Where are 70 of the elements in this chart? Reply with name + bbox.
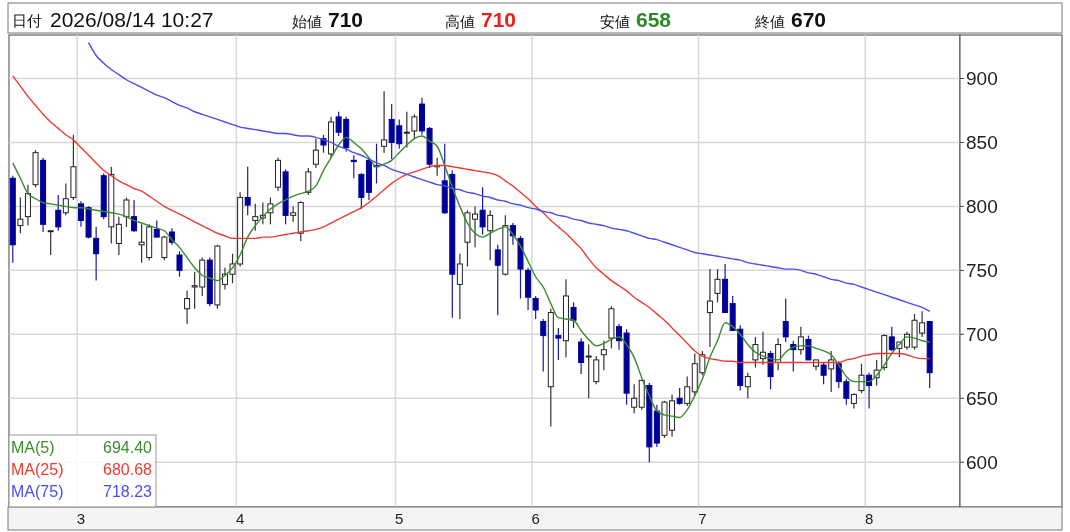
annotation: 680.68 [103, 461, 153, 478]
candlestick [532, 295, 539, 320]
candlestick [131, 199, 138, 233]
candlestick [555, 327, 562, 361]
candlestick [600, 340, 607, 371]
annotation: 718.23 [103, 483, 153, 500]
candlestick [714, 268, 721, 303]
text: MA(5) [11, 439, 55, 456]
chart-title: 日付 2026/08/14 10:27 [12, 8, 214, 31]
candlestick [62, 182, 69, 216]
x-tick-label: 3 [76, 510, 86, 527]
line-series [12, 135, 931, 419]
candlestick [805, 335, 812, 361]
candlestick [305, 167, 312, 196]
candlestick [631, 383, 638, 415]
x-tick-label: 4 [235, 510, 245, 527]
candlestick [593, 355, 600, 385]
candlestick [17, 196, 24, 234]
candlestick [55, 194, 62, 232]
candlestick [312, 138, 319, 169]
line-series [87, 41, 931, 312]
candlestick [828, 350, 835, 393]
candlestick [744, 372, 751, 399]
candlestick [93, 226, 100, 282]
x-tick-label: 6 [531, 510, 540, 527]
candlestick [578, 337, 585, 375]
candlestick [161, 235, 168, 261]
candlestick [767, 350, 774, 390]
candlestick [540, 318, 547, 373]
candlestick [381, 90, 388, 154]
y-tick-label: 700 [966, 323, 998, 345]
candlestick [350, 154, 357, 179]
candlestick [184, 290, 191, 325]
y-tick-label: 900 [966, 68, 998, 90]
text: 高値 710 [445, 8, 517, 31]
y-tick-label: 800 [966, 196, 998, 218]
x-tick-label: 8 [864, 510, 874, 527]
annotation: 694.40 [103, 439, 153, 456]
candlestick [47, 230, 54, 256]
candlestick [244, 166, 251, 216]
text: 終値 670 [754, 8, 827, 31]
candlestick [706, 268, 713, 348]
text: MA(75) [11, 483, 64, 500]
candlestick [684, 375, 691, 407]
candlestick [494, 244, 501, 316]
x-tick-label: 7 [698, 510, 707, 527]
candlestick [115, 216, 122, 256]
candlestick [858, 363, 865, 394]
candlestick [252, 203, 259, 232]
text: MA(25) [11, 461, 64, 478]
x-tick-label: 5 [395, 510, 404, 527]
y-tick-label: 850 [966, 132, 998, 154]
candlestick [176, 250, 183, 278]
candlestick [123, 196, 130, 228]
candlestick [411, 113, 418, 140]
candlestick [820, 361, 827, 385]
candlestick [888, 326, 895, 352]
y-tick-label: 750 [966, 260, 998, 282]
candlestick [456, 253, 463, 320]
text: 始値 710 [292, 8, 364, 31]
candlestick [487, 209, 494, 261]
candlestick [570, 301, 577, 329]
y-tick-label: 650 [966, 387, 998, 409]
candlestick [782, 297, 789, 343]
candlestick [24, 184, 31, 227]
text: 安値 658 [600, 8, 672, 31]
candlestick [479, 186, 486, 236]
candlestick [403, 111, 410, 149]
candlestick [585, 343, 592, 399]
y-tick-label: 600 [966, 451, 998, 473]
